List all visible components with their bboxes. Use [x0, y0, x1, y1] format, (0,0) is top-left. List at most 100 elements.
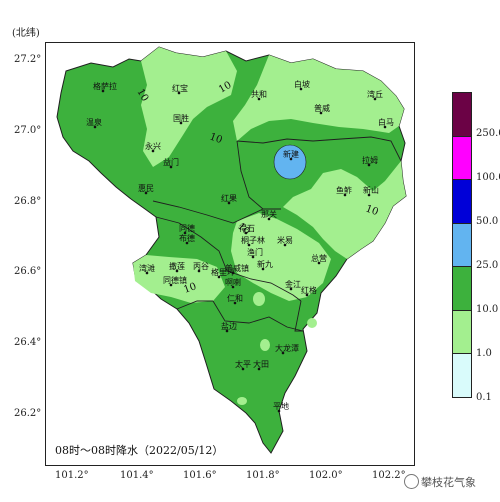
place-label: 惠民 [138, 183, 154, 193]
lat-tick-label: 27.2° [14, 54, 42, 65]
light-rain-spot [237, 397, 247, 405]
place-label: 丙谷 [193, 262, 209, 271]
light-rain-area-east [283, 161, 406, 259]
station-dot [283, 243, 287, 247]
legend-label: 10.0 [476, 304, 499, 315]
lat-tick-label: 26.4° [14, 337, 42, 348]
place-label: 拉姆 [362, 155, 378, 165]
legend-label: 100.0 [476, 172, 500, 183]
station-dot [373, 97, 377, 101]
place-label: 总营 [311, 253, 327, 263]
station-dot [231, 271, 235, 275]
station-dot [367, 193, 371, 197]
place-label: 平地 [273, 401, 289, 411]
station-dot [257, 97, 261, 101]
place-label: 撒莲 [169, 261, 185, 271]
legend-label: 50.0 [476, 216, 499, 227]
place-label: 新山 [363, 185, 379, 195]
station-dot [151, 149, 155, 153]
place-label: 白马 [378, 117, 394, 127]
station-dot [319, 111, 323, 115]
place-label: 红果 [221, 193, 237, 203]
station-dot [257, 367, 261, 371]
place-label: 温泉 [86, 117, 102, 127]
station-dot [289, 157, 293, 161]
legend-swatch [453, 354, 471, 398]
place-label: 格萨拉 [93, 81, 117, 91]
station-markers: 格萨拉 红宝 共和 白坡 普威 湾丘 国胜 温泉 白马 永兴 新建 益门 惠民 … [86, 79, 394, 413]
legend-swatch [453, 267, 471, 311]
station-dot [169, 283, 173, 287]
place-label: 同德镇 [163, 275, 187, 285]
district-boundaries [152, 136, 402, 332]
lon-tick-label: 101.6° [183, 470, 217, 481]
watermark: 攀枝花气象 [404, 474, 476, 490]
latitude-unit-label: (北纬) [12, 28, 40, 39]
legend-swatch [453, 180, 471, 224]
place-label: 桐子林 [241, 235, 265, 245]
station-dot [299, 87, 303, 91]
station-dot [267, 217, 271, 221]
wechat-logo-icon [404, 474, 419, 489]
place-label: 永兴 [145, 141, 161, 151]
place-label: 白坡 [294, 79, 310, 89]
place-label: 大田 [253, 359, 269, 369]
lon-tick-label: 101.4° [120, 470, 154, 481]
lon-tick-label: 101.8° [246, 470, 280, 481]
place-label: 渔门 [247, 247, 263, 257]
place-label: 红格 [301, 285, 317, 295]
light-rain-area-center [231, 213, 331, 301]
station-dot [93, 125, 97, 129]
lat-tick-label: 26.6° [14, 266, 42, 277]
heavy-rain-area [273, 144, 307, 180]
lon-tick-label: 101.2° [55, 470, 89, 481]
place-label: 盐边 [221, 321, 237, 331]
place-label: 格里坪 [211, 267, 235, 277]
place-label: 普威 [314, 103, 330, 113]
station-dot [261, 267, 265, 271]
precipitation-map: 10 10 10 10 10 10 格萨拉 红宝 共和 白坡 普威 湾丘 国胜 … [56, 46, 407, 454]
light-rain-area-northeast [233, 55, 404, 141]
station-dot [144, 191, 148, 195]
lat-tick-label: 27.0° [14, 125, 42, 136]
contour-label: 10 [364, 203, 380, 218]
station-dot [225, 329, 229, 333]
precipitation-legend [452, 92, 472, 398]
station-dot [227, 201, 231, 205]
place-label: 啊喇 [225, 277, 241, 287]
station-dot [169, 165, 173, 169]
place-label: 布德 [179, 233, 195, 243]
legend-swatch [453, 136, 471, 181]
light-rain-spot [260, 339, 270, 351]
station-dot [177, 91, 181, 95]
legend-label: 25.0 [476, 260, 499, 271]
place-label: 鱼鲊 [336, 185, 352, 195]
station-dot [343, 193, 347, 197]
station-dot [197, 269, 201, 273]
legend-swatch [453, 310, 471, 355]
station-dot [305, 293, 309, 297]
station-dot [247, 243, 251, 247]
place-label: 湾丘 [367, 89, 383, 99]
place-label: 共和 [251, 90, 267, 99]
legend-swatch [453, 223, 471, 268]
lon-tick-label: 102.0° [309, 470, 343, 481]
legend-label: 1.0 [476, 348, 492, 359]
station-dot [101, 89, 105, 93]
station-dot [281, 351, 285, 355]
place-label: 太平 [235, 359, 251, 369]
station-dot [241, 367, 245, 371]
legend-swatch [453, 93, 471, 137]
station-dot [175, 269, 179, 273]
place-label: 新九 [257, 259, 273, 269]
station-dot [145, 271, 149, 275]
station-dot [217, 275, 221, 279]
lat-tick-label: 26.2° [14, 408, 42, 419]
light-rain-spot [307, 318, 317, 328]
place-label: 红宝 [172, 83, 188, 93]
place-label: 湾滩 [139, 263, 155, 273]
contour-label: 10 [208, 131, 224, 146]
light-rain-area-west [133, 255, 225, 303]
station-dot [367, 163, 371, 167]
place-label: 仁和 [227, 293, 243, 303]
